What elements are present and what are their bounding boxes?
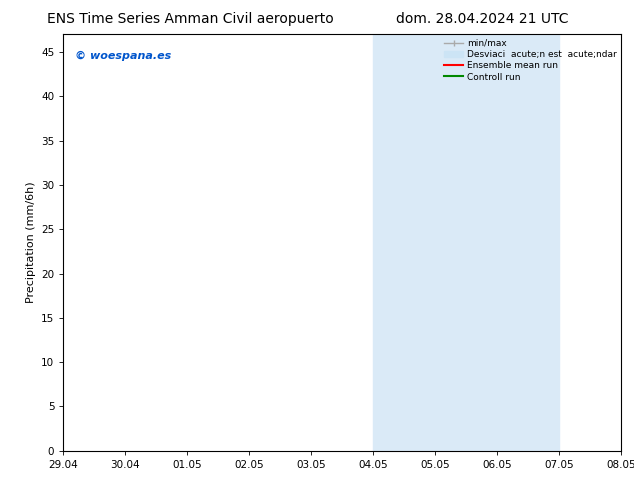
Bar [497, 34, 559, 451]
Text: ENS Time Series Amman Civil aeropuerto: ENS Time Series Amman Civil aeropuerto [47, 12, 333, 26]
Bar [373, 34, 497, 451]
Legend: min/max, Desviaci  acute;n est  acute;ndar, Ensemble mean run, Controll run: min/max, Desviaci acute;n est acute;ndar… [442, 37, 619, 83]
Text: dom. 28.04.2024 21 UTC: dom. 28.04.2024 21 UTC [396, 12, 568, 26]
Y-axis label: Precipitation (mm/6h): Precipitation (mm/6h) [25, 182, 36, 303]
Text: © woespana.es: © woespana.es [75, 51, 171, 61]
